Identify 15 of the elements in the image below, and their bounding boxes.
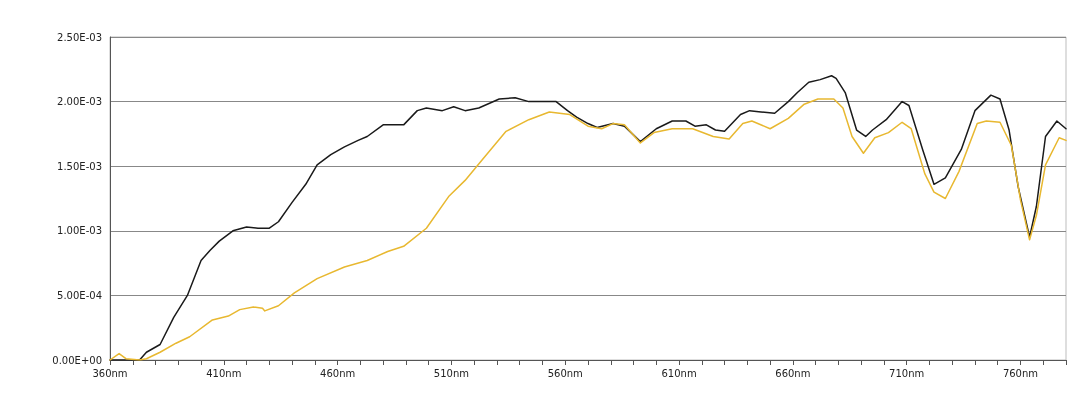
y-tick-label: 1.00E-03	[57, 225, 102, 237]
x-tick-label: 660nm	[775, 367, 811, 379]
y-tick-label: 2.00E-03	[57, 96, 102, 108]
x-tick-label: 410nm	[206, 367, 242, 379]
x-tick-label: 760nm	[1002, 367, 1039, 379]
x-tick-label: 560nm	[547, 367, 583, 379]
y-tick-label: 1.50E-03	[57, 160, 102, 172]
x-tick-label: 510nm	[433, 367, 470, 379]
y-tick-label: 2.50E-03	[57, 31, 102, 43]
x-tick-label: 460nm	[320, 367, 356, 379]
x-tick-label: 610nm	[661, 367, 697, 379]
x-tick-label: 710nm	[889, 367, 925, 379]
y-tick-label: 0.00E+00	[52, 354, 102, 366]
x-tick-label: 360nm	[92, 367, 128, 379]
y-tick-label: 5.00E-04	[57, 289, 102, 301]
